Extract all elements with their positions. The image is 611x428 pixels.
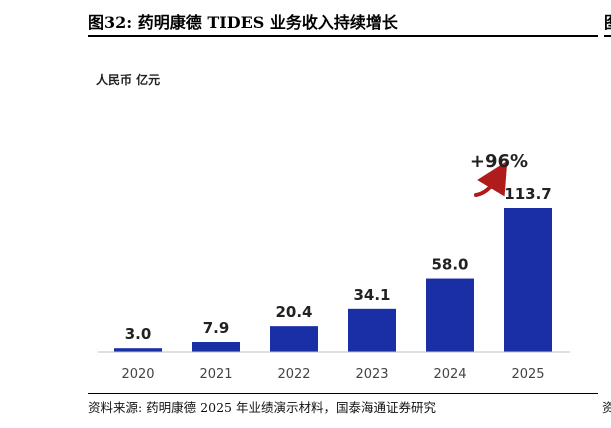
neighbor-figure-title-fragment: 图 <box>604 9 611 33</box>
x-tick-2023: 2023 <box>355 367 388 382</box>
x-tick-2021: 2021 <box>199 367 232 382</box>
value-label-2020: 3.0 <box>125 325 152 343</box>
bar-2022 <box>270 326 318 352</box>
bar-2020 <box>114 348 162 352</box>
growth-arrow-icon <box>474 160 508 197</box>
x-tick-2025: 2025 <box>511 367 544 382</box>
bar-2021 <box>192 341 240 352</box>
value-label-2022: 20.4 <box>275 303 312 321</box>
x-tick-2022: 2022 <box>277 367 310 382</box>
neighbor-source-fragment: 资 <box>602 400 611 415</box>
value-label-2021: 7.9 <box>203 319 230 337</box>
bar-2025 <box>504 208 552 352</box>
x-tick-2024: 2024 <box>433 367 466 382</box>
bar-2023 <box>348 308 396 352</box>
value-label-2023: 34.1 <box>353 286 390 304</box>
growth-annotation: +96% <box>470 151 528 172</box>
x-tick-2020: 2020 <box>121 367 154 382</box>
bar-2024 <box>426 278 474 352</box>
source-note: 资料来源: 药明康德 2025 年业绩演示材料，国泰海通证券研究 <box>88 400 436 415</box>
source-rule <box>88 393 598 394</box>
figure-title: 图32: 药明康德 TIDES 业务收入持续增长 <box>88 13 398 32</box>
value-label-2024: 58.0 <box>431 256 468 274</box>
value-label-2025: 113.7 <box>504 185 551 203</box>
neighbor-title-rule <box>604 35 611 37</box>
unit-label: 人民币 亿元 <box>96 73 161 87</box>
title-rule <box>88 35 598 37</box>
